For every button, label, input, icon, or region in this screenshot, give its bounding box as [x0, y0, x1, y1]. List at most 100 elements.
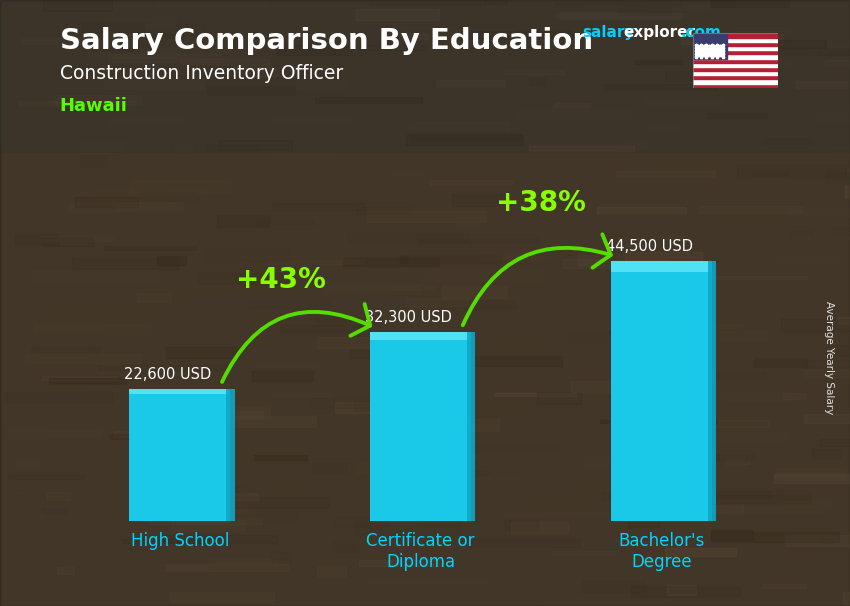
Bar — [47, 491, 70, 500]
Bar — [167, 406, 269, 418]
Bar — [707, 113, 768, 118]
Bar — [467, 338, 553, 345]
Bar — [122, 69, 150, 73]
Bar — [470, 539, 581, 547]
Bar — [137, 293, 171, 302]
Bar — [6, 428, 101, 438]
Bar — [114, 431, 165, 438]
Bar — [658, 331, 770, 340]
Bar — [438, 447, 558, 451]
Bar — [693, 33, 778, 38]
Bar — [804, 369, 850, 377]
Bar — [205, 145, 257, 150]
Bar — [78, 193, 167, 202]
Bar — [100, 565, 209, 570]
Bar — [157, 256, 185, 265]
Bar — [140, 442, 175, 453]
Bar — [440, 301, 516, 308]
Bar — [166, 190, 207, 194]
Bar — [776, 468, 845, 478]
Bar — [198, 273, 281, 284]
Bar — [698, 456, 754, 460]
Bar — [370, 0, 485, 5]
Bar — [836, 345, 850, 356]
Bar — [390, 122, 477, 131]
Bar — [763, 138, 811, 144]
Bar — [168, 51, 258, 54]
Bar — [317, 567, 346, 576]
Bar — [110, 434, 142, 439]
Bar — [75, 198, 138, 207]
Bar — [399, 504, 436, 514]
Bar — [268, 261, 360, 264]
Bar — [615, 362, 655, 370]
Bar — [489, 0, 583, 1]
Bar — [485, 0, 507, 4]
Bar — [703, 35, 785, 44]
Bar — [339, 45, 426, 50]
Bar — [486, 313, 532, 319]
Bar — [526, 496, 629, 507]
Bar — [578, 255, 598, 265]
Bar — [134, 510, 254, 516]
Bar — [370, 333, 471, 340]
Bar — [644, 99, 723, 105]
Bar — [666, 548, 736, 556]
Bar — [241, 256, 345, 266]
Bar — [359, 561, 441, 565]
Bar — [656, 371, 765, 377]
Bar — [511, 522, 568, 533]
Bar — [494, 393, 576, 396]
Bar — [354, 401, 454, 411]
Text: Salary Comparison By Education: Salary Comparison By Education — [60, 27, 592, 55]
Bar — [159, 0, 267, 7]
Bar — [825, 60, 850, 65]
Bar — [656, 408, 750, 418]
Bar — [89, 48, 201, 58]
Bar — [381, 358, 407, 368]
Bar — [129, 389, 230, 521]
Bar — [581, 456, 634, 468]
Bar — [388, 475, 439, 484]
Text: +43%: +43% — [236, 266, 326, 294]
Bar — [571, 381, 676, 392]
Bar — [471, 477, 516, 480]
Bar — [389, 519, 423, 528]
Bar — [405, 34, 428, 39]
Bar — [406, 135, 523, 145]
Bar — [515, 110, 558, 121]
Bar — [625, 473, 718, 484]
Bar — [7, 391, 111, 402]
Bar — [356, 9, 439, 21]
Bar — [686, 0, 736, 1]
Bar — [38, 305, 162, 315]
Bar — [505, 511, 614, 518]
Bar — [209, 559, 276, 566]
Bar — [400, 255, 502, 264]
Bar — [274, 231, 342, 238]
Bar — [783, 501, 831, 505]
Bar — [826, 171, 850, 179]
Bar — [43, 0, 112, 12]
Bar — [273, 203, 364, 210]
Bar — [107, 17, 177, 29]
Bar — [394, 419, 499, 431]
Bar — [217, 215, 269, 227]
Bar — [273, 393, 332, 396]
Bar — [470, 32, 573, 39]
Bar — [552, 551, 615, 555]
Bar — [644, 2, 708, 10]
Bar — [628, 515, 659, 527]
Bar — [693, 55, 778, 59]
Bar — [790, 541, 819, 545]
Bar — [99, 365, 226, 370]
Bar — [722, 391, 795, 399]
Bar — [267, 95, 339, 99]
Bar — [405, 298, 468, 307]
Bar — [391, 471, 490, 476]
Bar — [37, 351, 90, 363]
Bar — [49, 378, 126, 384]
Bar — [693, 46, 778, 50]
Bar — [234, 65, 271, 68]
Bar — [411, 133, 521, 140]
